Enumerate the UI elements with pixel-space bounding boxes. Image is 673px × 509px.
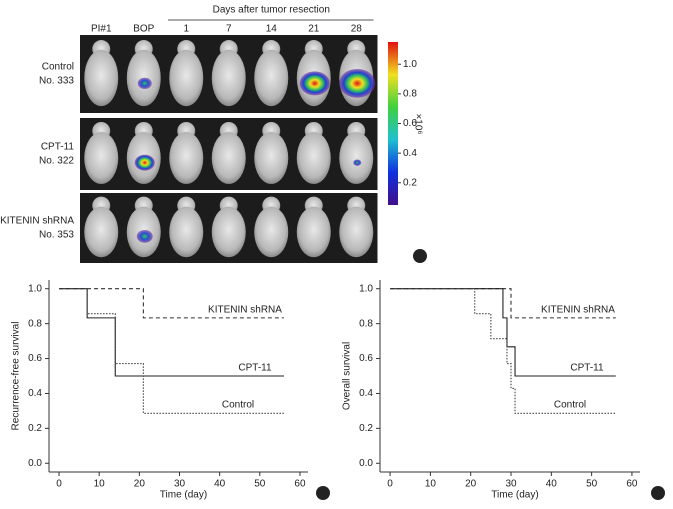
x-axis-label: Time (day) (160, 490, 207, 501)
panel-letter: C (654, 489, 661, 500)
row-name: Control (42, 62, 74, 73)
y-tick-label: 0.4 (359, 388, 373, 399)
column-label: 7 (226, 24, 232, 35)
signal (134, 154, 155, 171)
survival-line (390, 288, 616, 414)
mouse-body (339, 206, 374, 258)
survival-line (59, 288, 284, 414)
panel-badge (651, 486, 665, 500)
signal (353, 159, 362, 166)
x-tick-label: 20 (134, 479, 146, 490)
mouse-body (254, 49, 289, 107)
mouse-body (211, 132, 246, 184)
series-label: KITENIN shRNA (208, 305, 282, 316)
mouse-body (169, 206, 204, 258)
x-axis-label: Time (day) (491, 490, 538, 501)
colorbar-tick-label: 0.4 (403, 148, 417, 159)
mouse-body (254, 206, 289, 258)
series-label: CPT-11 (570, 363, 604, 374)
column-label: 28 (351, 24, 363, 35)
mouse-body (211, 49, 246, 107)
mouse-body (169, 49, 204, 107)
y-tick-label: 0.0 (359, 458, 373, 469)
y-tick-label: 0.8 (28, 318, 42, 329)
mouse-body (84, 132, 119, 184)
column-label: 14 (266, 24, 278, 35)
signal (137, 77, 152, 89)
x-tick-label: 50 (254, 479, 266, 490)
y-tick-label: 0.2 (28, 423, 42, 434)
colorbar-label: ×10⁶ (412, 113, 423, 134)
x-tick-label: 40 (214, 479, 226, 490)
mouse-body (296, 132, 331, 184)
x-tick-label: 0 (387, 479, 393, 490)
y-tick-label: 1.0 (28, 283, 42, 294)
colorbar-tick-label: 0.8 (403, 89, 417, 100)
row-id: No. 353 (39, 230, 74, 241)
x-tick-label: 60 (294, 479, 306, 490)
series-label: KITENIN shRNA (541, 305, 615, 316)
panel-letter: A (416, 252, 423, 263)
signal (299, 71, 330, 96)
panel-letter: B (319, 489, 326, 500)
x-tick-label: 30 (505, 479, 517, 490)
mouse-body (211, 206, 246, 258)
x-tick-label: 60 (626, 479, 638, 490)
series-label: Control (554, 400, 586, 411)
x-tick-label: 0 (56, 479, 62, 490)
row-id: No. 333 (39, 76, 74, 87)
column-label: 1 (183, 24, 189, 35)
mouse-body (254, 132, 289, 184)
row-id: No. 322 (39, 156, 74, 167)
mouse-body (296, 206, 331, 258)
mouse-body (84, 49, 119, 107)
y-tick-label: 0.8 (359, 318, 373, 329)
panel-badge (316, 486, 330, 500)
row-name: CPT-11 (41, 142, 75, 153)
column-label: 21 (308, 24, 320, 35)
y-tick-label: 0.2 (359, 423, 373, 434)
survival-line (390, 288, 616, 319)
signal (339, 68, 376, 98)
x-tick-label: 10 (94, 479, 106, 490)
y-tick-label: 1.0 (359, 283, 373, 294)
x-tick-label: 10 (425, 479, 437, 490)
x-tick-label: 40 (546, 479, 558, 490)
signal (136, 230, 153, 243)
y-tick-label: 0.6 (359, 353, 373, 364)
column-label: PI#1 (91, 24, 112, 35)
x-tick-label: 20 (465, 479, 477, 490)
colorbar (388, 42, 398, 205)
survival-line (390, 288, 616, 377)
y-tick-label: 0.4 (28, 388, 42, 399)
row-name: KITENIN shRNA (0, 216, 74, 227)
y-axis-label: Recurrence-free survival (11, 322, 22, 431)
x-tick-label: 50 (586, 479, 598, 490)
column-label: BOP (133, 24, 154, 35)
x-tick-label: 30 (174, 479, 186, 490)
y-axis-label: Overall survival (342, 342, 353, 410)
colorbar-tick-label: 0.6 (403, 118, 417, 129)
header: Days after tumor resection (213, 5, 330, 16)
series-label: Control (222, 400, 254, 411)
y-tick-label: 0.0 (28, 458, 42, 469)
colorbar-tick-label: 1.0 (403, 59, 417, 70)
colorbar-tick-label: 0.2 (403, 177, 417, 188)
mouse-body (84, 206, 119, 258)
survival-line (59, 288, 284, 319)
y-tick-label: 0.6 (28, 353, 42, 364)
panel-badge (413, 249, 427, 263)
mouse-body (169, 132, 204, 184)
series-label: CPT-11 (238, 363, 272, 374)
mouse-body (339, 132, 374, 184)
